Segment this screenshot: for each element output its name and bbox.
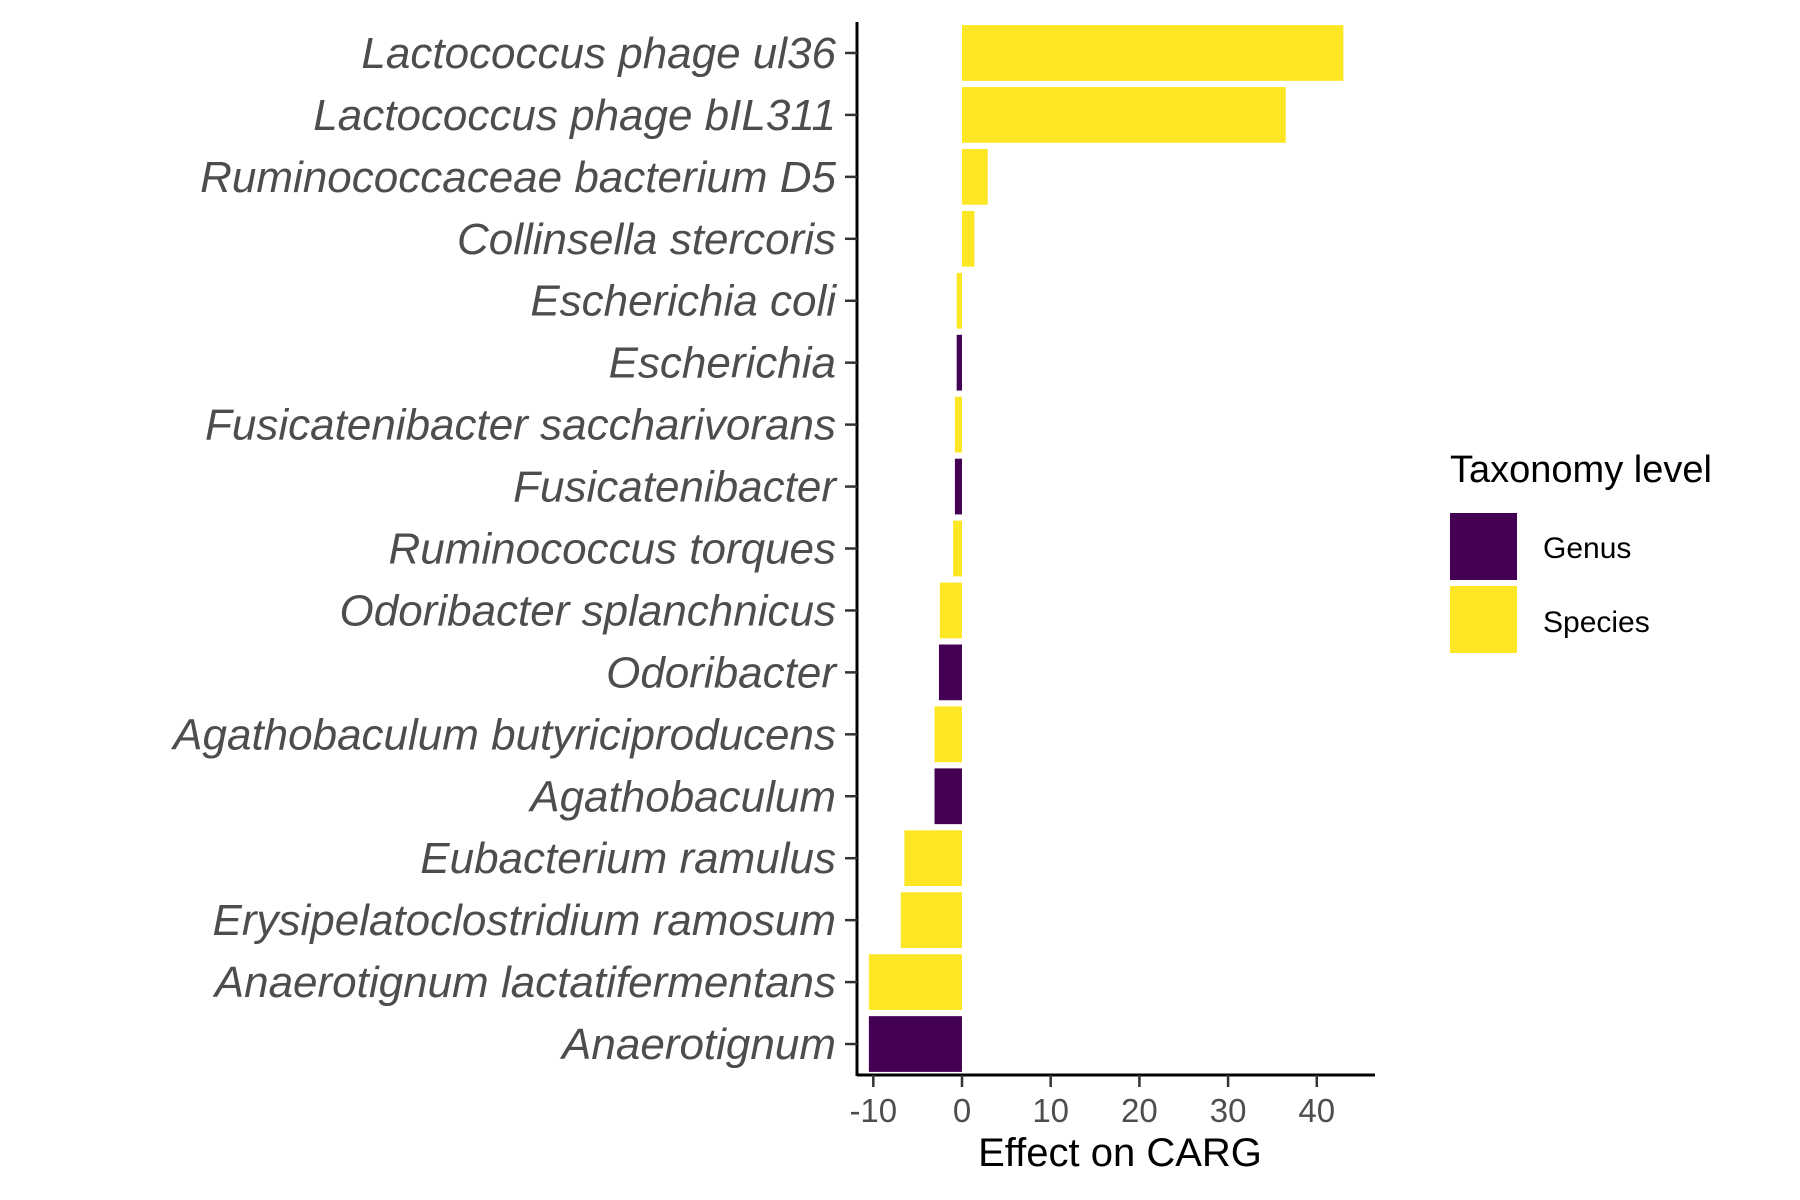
x-tick-label: 10 [1032,1092,1069,1129]
y-tick-label: Odoribacter splanchnicus [340,586,836,635]
x-axis-title: Effect on CARG [978,1131,1262,1175]
legend-label-species: Species [1543,606,1650,639]
bar-erysipelatoclostridium-ramosum [900,892,962,949]
legend: Taxonomy level Genus Species [1450,449,1712,653]
y-tick-label: Ruminococcaceae bacterium D5 [200,153,836,202]
bar-fusicatenibacter [954,458,962,515]
bar-agathobaculum-butyriciproducens [934,706,962,763]
bar-odoribacter [938,644,962,701]
y-tick-label: Escherichia coli [530,277,837,326]
bar-ruminococcaceae-bacterium-d5 [962,148,988,205]
bar-escherichia-coli [956,272,962,329]
x-tick-label: 0 [953,1092,971,1129]
x-tick-label: 30 [1210,1092,1247,1129]
y-tick-label: Eubacterium ramulus [420,834,836,883]
y-tick-label: Agathobaculum [527,772,836,821]
y-tick-label: Erysipelatoclostridium ramosum [212,896,836,945]
bar-agathobaculum [934,768,962,825]
x-tick-label: 20 [1121,1092,1158,1129]
y-tick-label: Odoribacter [606,648,838,697]
y-tick-label: Fusicatenibacter [513,463,838,512]
y-tick-label: Anaerotignum [559,1020,836,1069]
y-tick-label: Ruminococcus torques [388,525,836,574]
legend-title: Taxonomy level [1450,449,1712,491]
legend-swatch-genus [1450,513,1517,580]
bar-escherichia [956,334,962,391]
legend-swatch-species [1450,586,1517,653]
y-tick-label: Anaerotignum lactatifermentans [212,958,836,1007]
bar-anaerotignum [868,1016,962,1072]
x-axis: -10 0 10 20 30 40 [849,1073,1375,1129]
bars-layer [868,25,1344,1072]
y-axis: Lactococcus phage ul36 Lactococcus phage … [170,22,859,1076]
x-tick-label: 40 [1298,1092,1335,1129]
y-tick-label: Lactococcus phage ul36 [361,29,836,78]
bar-lactococcus-phage-ul36 [962,25,1344,81]
y-tick-label: Escherichia [609,339,836,388]
y-tick-label: Lactococcus phage bIL311 [313,91,836,140]
y-tick-label: Collinsella stercoris [457,215,836,264]
bar-anaerotignum-lactatifermentans [868,954,962,1010]
legend-label-genus: Genus [1543,532,1631,565]
bar-collinsella-stercoris [962,210,975,267]
bar-odoribacter-splanchnicus [939,582,962,639]
bar-eubacterium-ramulus [904,830,962,887]
bar-ruminococcus-torques [953,520,962,577]
x-tick-label: -10 [849,1092,897,1129]
bar-fusicatenibacter-saccharivorans [954,396,962,453]
y-tick-label: Fusicatenibacter saccharivorans [205,401,836,450]
bar-lactococcus-phage-bil311 [962,87,1286,143]
y-tick-label: Agathobaculum butyriciproducens [170,710,836,759]
